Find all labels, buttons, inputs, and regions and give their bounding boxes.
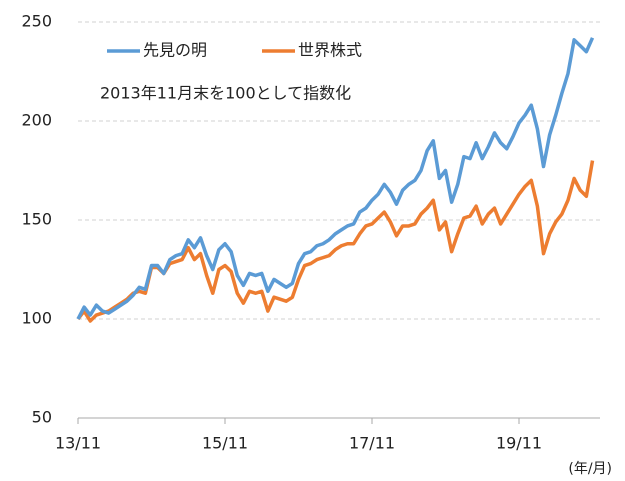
y-tick-label: 50: [32, 408, 52, 427]
legend-label: 世界株式: [298, 41, 362, 60]
y-tick-label: 150: [21, 210, 52, 229]
x-tick-label: 17/11: [349, 434, 395, 453]
x-unit-label: (年/月): [568, 461, 612, 477]
series-line: [76, 160, 595, 323]
y-tick-label: 100: [21, 309, 52, 328]
y-tick-label: 200: [21, 111, 52, 130]
y-tick-label: 250: [21, 12, 52, 31]
x-tick-label: 15/11: [202, 434, 248, 453]
legend-label: 先見の明: [143, 41, 207, 60]
x-tick-label: 19/11: [496, 434, 542, 453]
x-tick-label: 13/11: [55, 434, 101, 453]
series-line: [76, 37, 595, 320]
chart-subtitle: 2013年11月末を100として指数化: [100, 84, 351, 103]
